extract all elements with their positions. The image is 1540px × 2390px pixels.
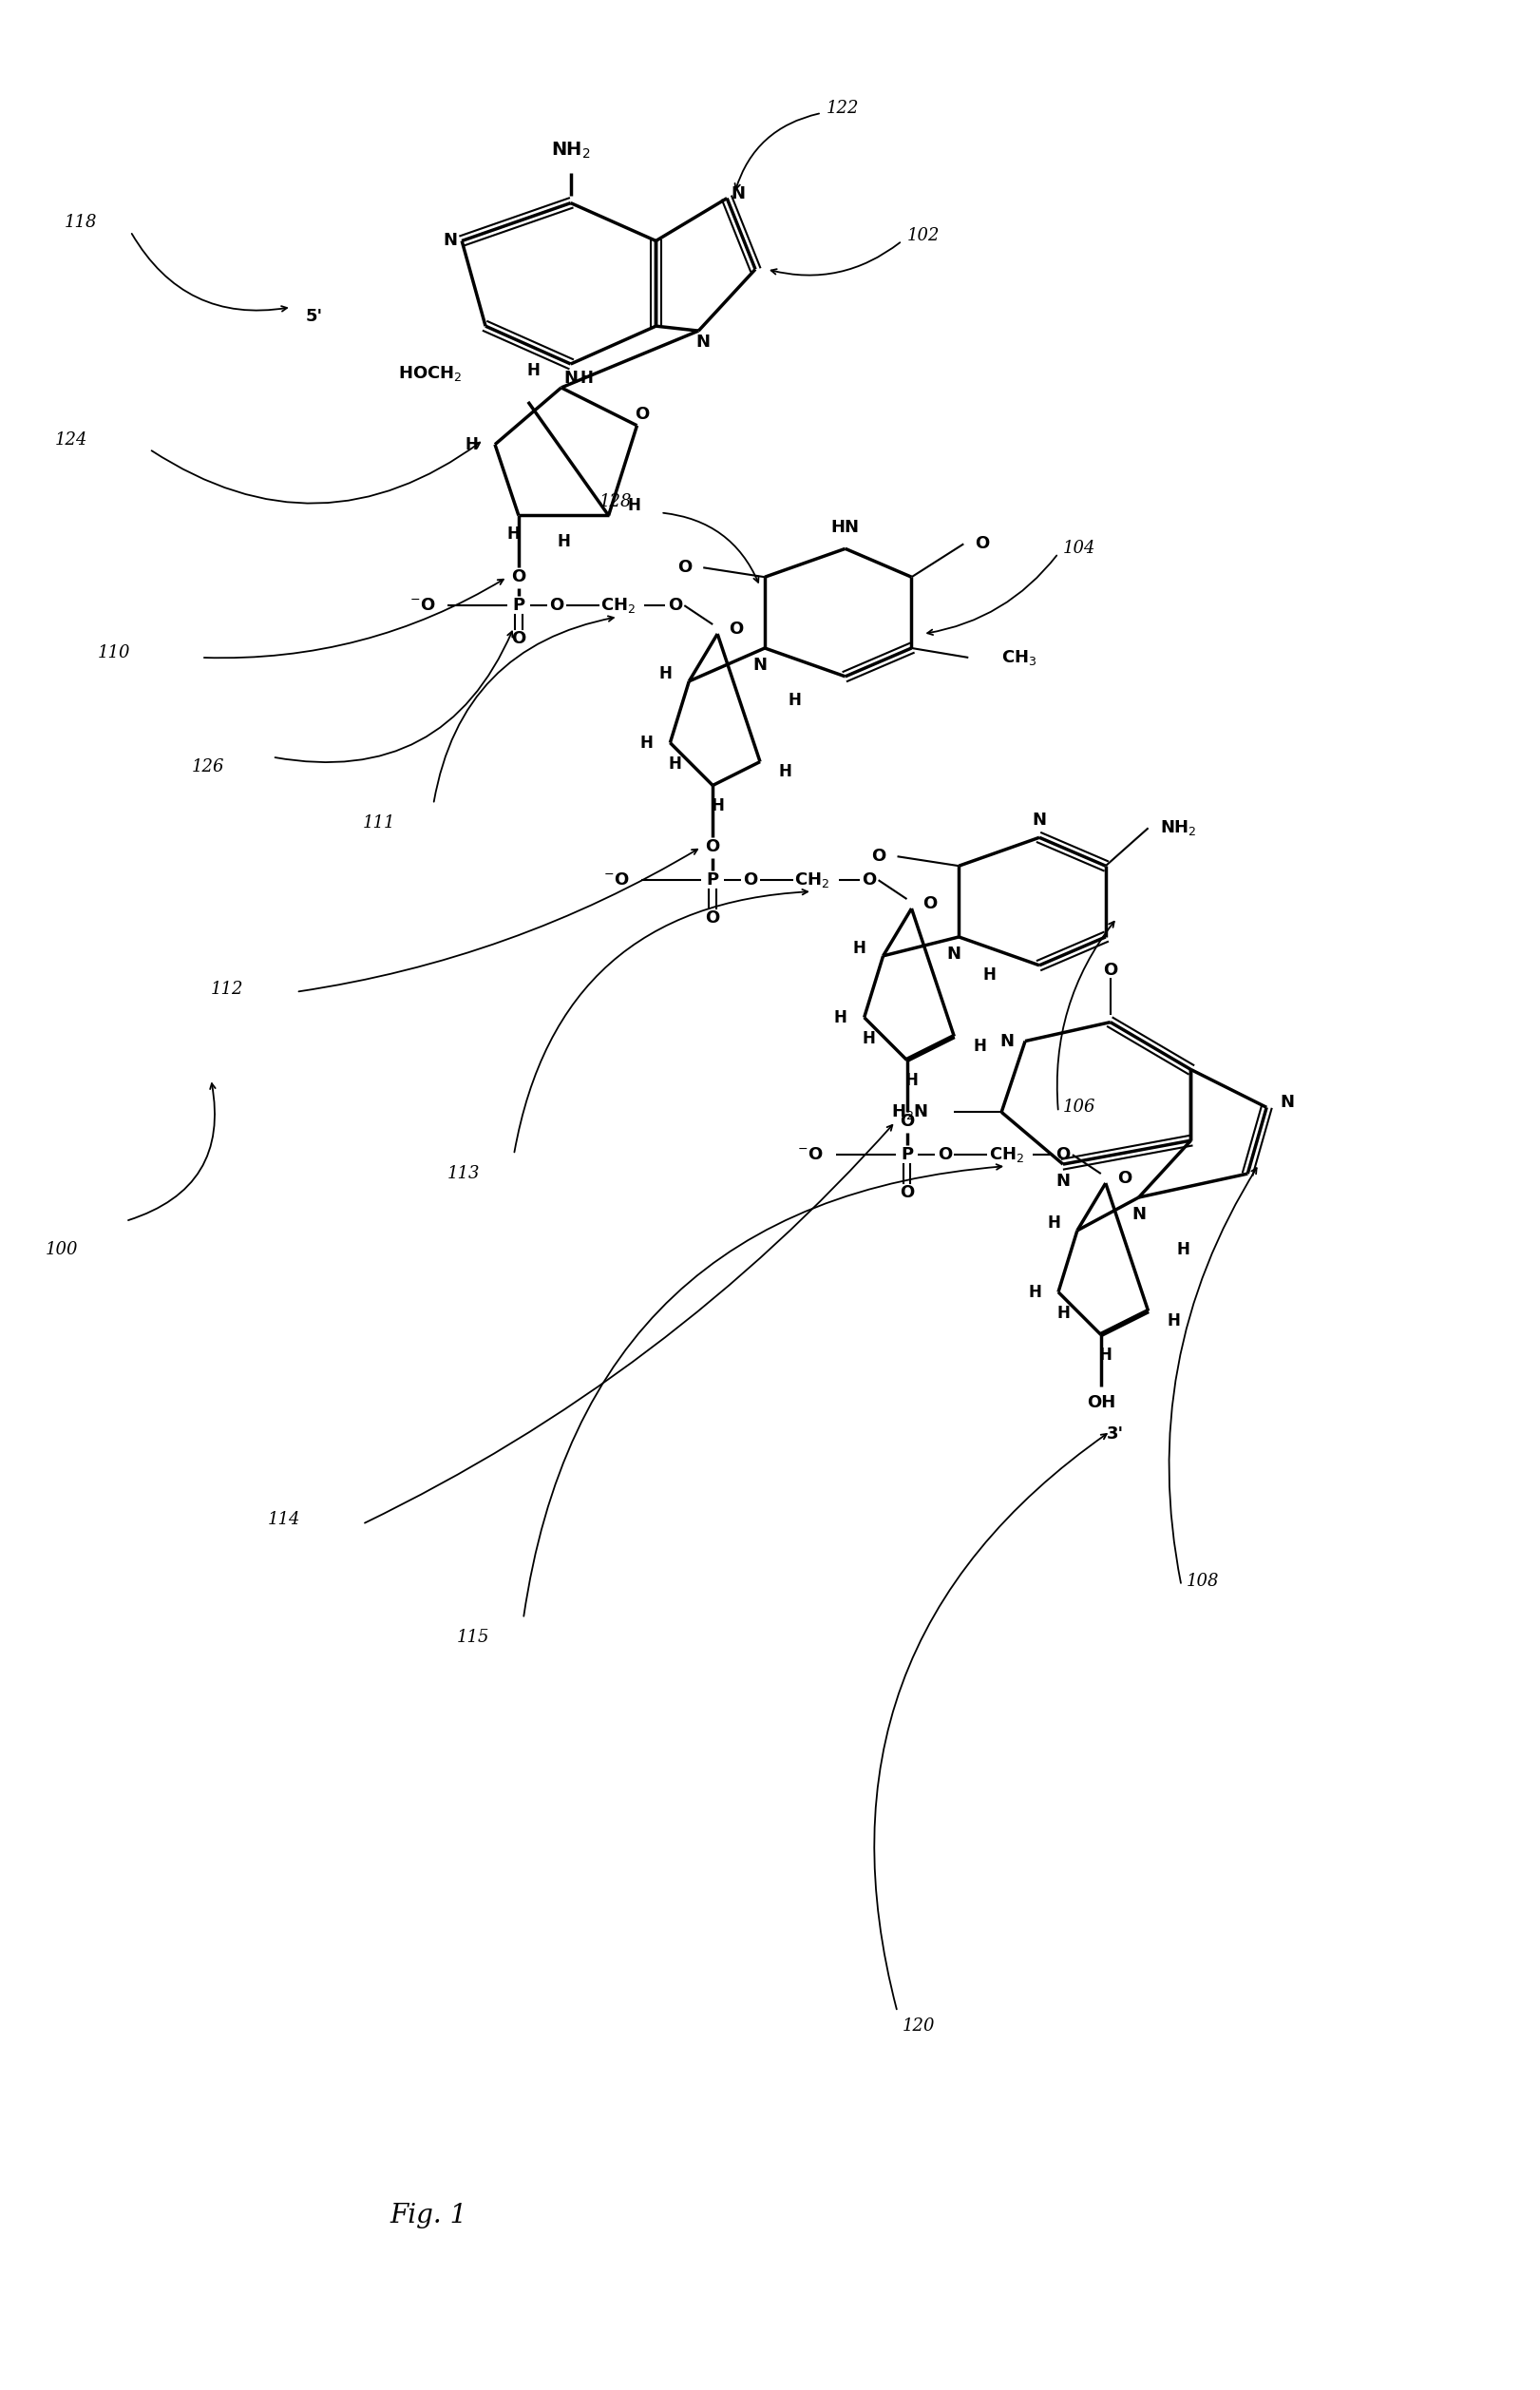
Text: N: N [1032, 813, 1047, 829]
Text: H: H [659, 664, 671, 681]
Text: N: N [444, 232, 457, 249]
Text: P: P [901, 1147, 913, 1164]
Text: H: H [862, 1030, 876, 1047]
Text: O: O [511, 631, 525, 648]
Text: $^{-}$O: $^{-}$O [604, 872, 630, 889]
Text: N: N [731, 184, 745, 203]
Text: H: H [581, 370, 593, 387]
Text: H: H [465, 435, 477, 454]
Text: O: O [728, 621, 744, 638]
Text: H: H [1029, 1283, 1041, 1300]
Text: 100: 100 [45, 1240, 79, 1257]
Text: 124: 124 [55, 430, 88, 449]
Text: O: O [744, 872, 758, 889]
Text: O: O [550, 598, 564, 614]
Text: N: N [1132, 1207, 1146, 1224]
Text: H: H [527, 361, 541, 380]
Text: 108: 108 [1186, 1573, 1218, 1589]
Text: O: O [899, 1183, 915, 1202]
Text: 102: 102 [907, 227, 939, 244]
Text: 106: 106 [1063, 1099, 1096, 1116]
Text: 110: 110 [97, 645, 129, 662]
Text: N: N [753, 657, 767, 674]
Text: H: H [507, 526, 521, 543]
Text: 3': 3' [1106, 1424, 1124, 1444]
Text: $^{-}$O: $^{-}$O [410, 598, 436, 614]
Text: $^{-}$O: $^{-}$O [798, 1147, 824, 1164]
Text: H: H [983, 966, 996, 982]
Text: H: H [1047, 1214, 1060, 1231]
Text: H: H [788, 691, 802, 710]
Text: N: N [1280, 1095, 1294, 1111]
Text: 114: 114 [268, 1510, 300, 1527]
Text: 118: 118 [65, 213, 97, 229]
Text: 128: 128 [599, 492, 631, 509]
Text: O: O [975, 535, 990, 552]
Text: O: O [872, 848, 885, 865]
Text: H: H [641, 734, 653, 750]
Text: H: H [835, 1009, 847, 1025]
Text: CH$_2$: CH$_2$ [795, 870, 830, 889]
Text: H: H [1100, 1348, 1112, 1365]
Text: H: H [1177, 1240, 1190, 1257]
Text: O: O [511, 569, 525, 586]
Text: CH$_2$: CH$_2$ [601, 595, 636, 614]
Text: P: P [707, 872, 719, 889]
Text: N: N [564, 370, 578, 387]
Text: OH: OH [1087, 1393, 1115, 1412]
Text: H: H [973, 1037, 986, 1054]
Text: HOCH$_2$: HOCH$_2$ [397, 363, 462, 382]
Text: 113: 113 [448, 1166, 480, 1183]
Text: O: O [899, 1114, 915, 1130]
Text: N: N [1056, 1173, 1070, 1190]
Text: H$_2$N: H$_2$N [892, 1102, 929, 1121]
Text: 5': 5' [305, 308, 323, 325]
Text: N: N [696, 335, 710, 351]
Text: N: N [947, 946, 961, 963]
Text: H: H [627, 497, 641, 514]
Text: N: N [999, 1032, 1013, 1049]
Text: H: H [1167, 1312, 1180, 1329]
Text: O: O [678, 559, 691, 576]
Text: O: O [922, 896, 938, 913]
Text: O: O [634, 406, 648, 423]
Text: O: O [1103, 961, 1118, 978]
Text: 126: 126 [192, 758, 225, 774]
Text: P: P [513, 598, 525, 614]
Text: O: O [668, 598, 682, 614]
Text: 115: 115 [457, 1630, 490, 1647]
Text: H: H [779, 762, 792, 779]
Text: O: O [705, 839, 721, 856]
Text: 122: 122 [827, 100, 859, 117]
Text: H: H [853, 939, 865, 956]
Text: H: H [1056, 1305, 1070, 1322]
Text: H: H [906, 1073, 918, 1090]
Text: 112: 112 [211, 980, 243, 997]
Text: H: H [557, 533, 570, 550]
Text: Fig. 1: Fig. 1 [390, 2204, 467, 2227]
Text: 104: 104 [1063, 540, 1096, 557]
Text: HN: HN [832, 519, 859, 535]
Text: NH$_2$: NH$_2$ [1160, 817, 1197, 836]
Text: O: O [862, 872, 876, 889]
Text: 111: 111 [362, 815, 396, 832]
Text: O: O [1116, 1169, 1132, 1188]
Text: CH$_3$: CH$_3$ [1001, 648, 1036, 667]
Text: H: H [668, 755, 681, 772]
Text: H: H [711, 798, 724, 815]
Text: 120: 120 [902, 2017, 935, 2034]
Text: O: O [1056, 1147, 1070, 1164]
Text: CH$_2$: CH$_2$ [989, 1145, 1024, 1164]
Text: NH$_2$: NH$_2$ [551, 141, 590, 160]
Text: O: O [705, 911, 721, 927]
Text: O: O [938, 1147, 952, 1164]
